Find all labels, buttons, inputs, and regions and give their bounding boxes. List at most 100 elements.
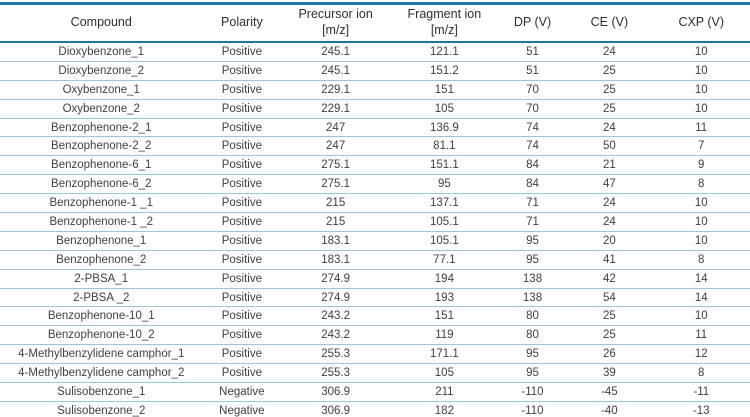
- table-row: Benzophenone-1 _1 Positive 215 137.1 71 24 10: [0, 193, 750, 214]
- col-header-fragment-ion: Fragment ion [m/z]: [390, 3, 499, 43]
- cell-ce: 41: [566, 250, 653, 270]
- cell-precursor-ion: 229.1: [281, 99, 390, 119]
- table-row: Dioxybenzone_2 Positive 245.1 151.2 51 25 10: [0, 61, 750, 81]
- cell-fragment-ion: 151.2: [390, 61, 499, 81]
- cell-compound: Oxybenzone_2: [0, 99, 203, 119]
- cell-compound: Dioxybenzone_2: [0, 61, 203, 81]
- cell-fragment-ion: 151.1: [390, 155, 499, 176]
- cell-compound: Benzophenone-2_2: [0, 136, 203, 157]
- cell-polarity: Positive: [202, 61, 282, 81]
- cell-compound: Benzophenone-2_1: [0, 118, 203, 138]
- cell-ce: 21: [566, 155, 653, 176]
- cell-polarity: Positive: [202, 363, 282, 384]
- cell-dp: 95: [498, 344, 567, 365]
- col-header-polarity: Polarity: [202, 3, 282, 43]
- table-row: Benzophenone-1 _2 Positive 215 105.1 71 24 10: [0, 212, 750, 232]
- cell-cxp: 10: [652, 61, 750, 81]
- cell-precursor-ion: 245.1: [281, 61, 390, 81]
- cell-cxp: 8: [652, 250, 750, 270]
- cell-polarity: Positive: [202, 306, 282, 327]
- cell-ce: 47: [566, 174, 653, 195]
- cell-dp: 71: [498, 212, 567, 232]
- table-body: Dioxybenzone_1 Positive 245.1 121.1 51 24 10 Di…: [0, 42, 750, 417]
- cell-polarity: Positive: [202, 42, 282, 62]
- cell-cxp: 10: [652, 306, 750, 327]
- cell-polarity: Negative: [219, 404, 265, 417]
- table-row: 2-PBSA _2 Positive 274.9 193 138 54 14: [0, 288, 750, 308]
- cell-polarity: Positive: [202, 174, 282, 195]
- cell-compound: Benzophenone-6_1: [0, 155, 203, 176]
- cell-ce: 24: [566, 193, 653, 214]
- cell-ce: 25: [566, 99, 653, 119]
- cell-polarity: Positive: [202, 231, 282, 251]
- cell-polarity: Positive: [202, 344, 282, 365]
- cell-cxp: 10: [652, 80, 750, 100]
- cell-cxp: 14: [652, 288, 750, 308]
- cell-cxp: 11: [652, 118, 750, 138]
- cell-cxp: 10: [652, 193, 750, 214]
- cell-fragment-ion: 151: [390, 306, 499, 327]
- cell-polarity: Positive: [202, 136, 282, 157]
- cell-polarity: Negative: [202, 382, 282, 402]
- cell-precursor-ion: 243.2: [281, 306, 390, 327]
- cell-ce: 25: [566, 61, 653, 81]
- cell-ce: 54: [566, 288, 653, 308]
- cell-fragment-ion: 136.9: [390, 118, 499, 138]
- cell-cxp: 8: [652, 363, 750, 384]
- cell-precursor-ion: 255.3: [281, 363, 390, 384]
- cell-fragment-ion: 105: [390, 99, 499, 119]
- cell-fragment-ion: 105: [390, 363, 499, 384]
- cell-cxp: 10: [652, 231, 750, 251]
- cell-precursor-ion: 183.1: [281, 231, 390, 251]
- col-header-cxp: CXP (V): [652, 3, 750, 43]
- cell-precursor-ion: 247: [281, 118, 390, 138]
- cell-precursor-ion: 183.1: [281, 250, 390, 270]
- cell-ce: 25: [566, 306, 653, 327]
- cell-precursor-ion: 306.9: [281, 382, 390, 402]
- cell-dp: 70: [498, 80, 567, 100]
- cell-dp: -110: [521, 404, 544, 417]
- cell-compound: Dioxybenzone_1: [0, 42, 203, 62]
- cell-compound: Oxybenzone_1: [0, 80, 203, 100]
- table-row: Benzophenone-2_2 Positive 247 81.1 74 50 7: [0, 136, 750, 157]
- cell-dp: 71: [498, 193, 567, 214]
- cell-cxp: -11: [652, 382, 750, 402]
- cell-compound: 2-PBSA_1: [0, 269, 203, 289]
- cell-dp: 95: [498, 250, 567, 270]
- cell-polarity: Positive: [202, 212, 282, 232]
- table-row: Oxybenzone_1 Positive 229.1 151 70 25 10: [0, 80, 750, 100]
- cell-precursor-ion: 229.1: [281, 80, 390, 100]
- cell-precursor-ion: 274.9: [281, 288, 390, 308]
- cell-dp: 80: [498, 306, 567, 327]
- cell-ce: 39: [566, 363, 653, 384]
- table-row: Oxybenzone_2 Positive 229.1 105 70 25 10: [0, 99, 750, 119]
- cell-cxp: 10: [652, 42, 750, 62]
- cell-ce: 50: [566, 136, 653, 157]
- cell-polarity: Positive: [202, 118, 282, 138]
- cell-fragment-ion: 137.1: [390, 193, 499, 214]
- cell-compound: Benzophenone_2: [0, 250, 203, 270]
- cell-fragment-ion: 171.1: [390, 344, 499, 365]
- cell-fragment-ion: 182: [434, 404, 454, 417]
- cell-ce: 26: [566, 344, 653, 365]
- cell-cxp: 11: [652, 325, 750, 346]
- cell-polarity: Positive: [202, 325, 282, 346]
- cell-compound: 4-Methylbenzylidene camphor_2: [0, 363, 203, 384]
- cell-ce: 24: [566, 212, 653, 232]
- cell-dp: 51: [498, 42, 567, 62]
- cell-compound: 2-PBSA _2: [0, 288, 203, 308]
- cell-compound: Benzophenone-1 _1: [0, 193, 203, 214]
- table-row: Sulisobenzone_2 Negative 306.9 182 -110 -40 -1…: [0, 401, 750, 417]
- cell-compound: Benzophenone-1 _2: [0, 212, 203, 232]
- cell-precursor-ion: 274.9: [281, 269, 390, 289]
- cell-dp: 80: [498, 325, 567, 346]
- cell-fragment-ion: 95: [390, 174, 499, 195]
- cell-dp: 74: [498, 136, 567, 157]
- cell-fragment-ion: 121.1: [390, 42, 499, 62]
- cell-precursor-ion: 215: [281, 212, 390, 232]
- cell-precursor-ion: 306.9: [321, 404, 351, 417]
- cell-cxp: 10: [652, 99, 750, 119]
- cell-fragment-ion: 151: [390, 80, 499, 100]
